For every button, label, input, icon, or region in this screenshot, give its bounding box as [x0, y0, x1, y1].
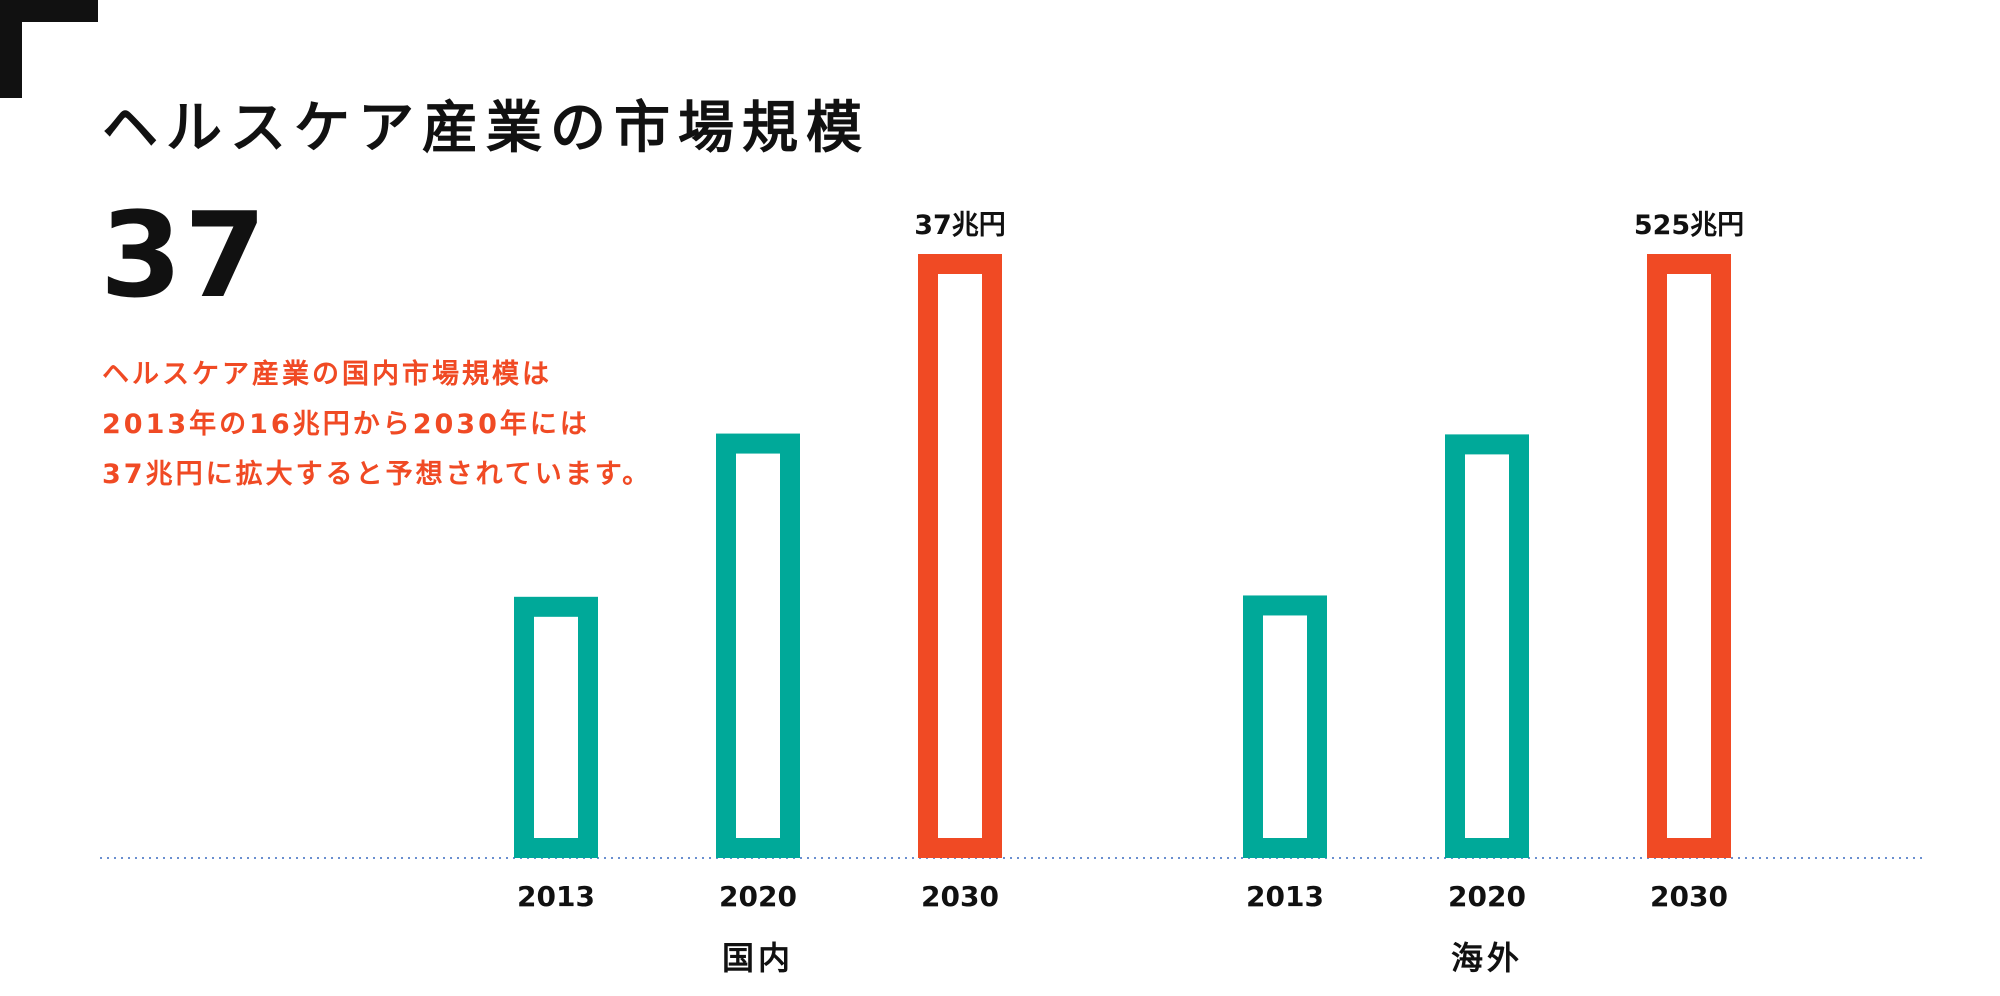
bar-value-label: 37兆円	[914, 210, 1006, 241]
bar-海外-2013	[1243, 595, 1327, 858]
bar-国内-2030	[918, 254, 1002, 858]
page-title: ヘルスケア産業の市場規模	[102, 96, 870, 161]
x-tick-label: 2030	[1650, 880, 1728, 913]
x-tick-label: 2013	[1246, 880, 1324, 913]
bar-value-label: 525兆円	[1634, 210, 1744, 241]
description-line: 37兆円に拡大すると予想されています。	[102, 459, 653, 490]
corner-bracket-vertical	[0, 0, 22, 98]
x-tick-label: 2013	[517, 880, 595, 913]
bar-国内-2020	[716, 433, 800, 858]
bar-海外-2030	[1647, 254, 1731, 858]
bar-海外-2020	[1445, 434, 1529, 858]
corner-bracket-horizontal	[0, 0, 98, 22]
bar-国内-2013	[514, 596, 598, 858]
x-tick-label: 2020	[719, 880, 797, 913]
description-line: ヘルスケア産業の国内市場規模は	[102, 359, 552, 390]
corner-bracket-decoration	[0, 0, 98, 98]
description-text: ヘルスケア産業の国内市場規模は 2013年の16兆円から2030年には 37兆円…	[102, 350, 652, 500]
x-tick-label: 2020	[1448, 880, 1526, 913]
highlight-number: 37	[100, 186, 269, 324]
group-label: 国内	[722, 939, 794, 977]
group-label: 海外	[1451, 939, 1523, 977]
x-tick-label: 2030	[921, 880, 999, 913]
description-line: 2013年の16兆円から2030年には	[102, 409, 590, 440]
